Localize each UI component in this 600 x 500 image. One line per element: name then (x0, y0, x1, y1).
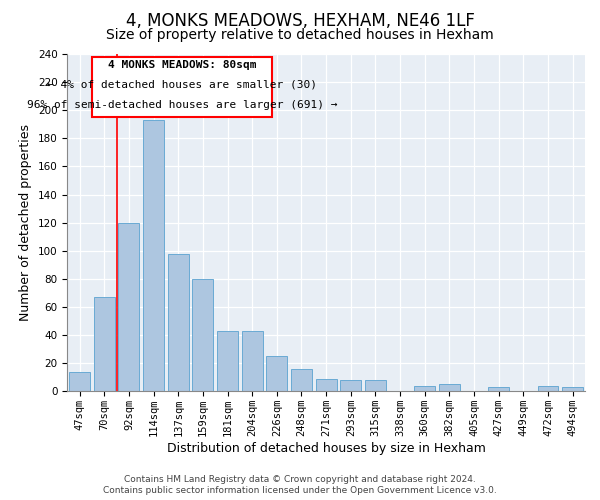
Bar (340, 380, 361, 392)
Bar (168, 254, 189, 392)
Bar (562, 387, 583, 392)
Bar (538, 386, 559, 392)
Bar (291, 369, 312, 392)
Text: Contains HM Land Registry data © Crown copyright and database right 2024.: Contains HM Land Registry data © Crown c… (124, 475, 476, 484)
Bar (217, 331, 238, 392)
Bar (193, 279, 214, 392)
Bar (69, 372, 90, 392)
Bar (365, 380, 386, 392)
Bar (316, 378, 337, 392)
Text: Contains public sector information licensed under the Open Government Licence v3: Contains public sector information licen… (103, 486, 497, 495)
Text: ← 4% of detached houses are smaller (30): ← 4% of detached houses are smaller (30) (47, 80, 317, 90)
Bar (266, 356, 287, 392)
X-axis label: Distribution of detached houses by size in Hexham: Distribution of detached houses by size … (167, 442, 485, 455)
Y-axis label: Number of detached properties: Number of detached properties (19, 124, 32, 321)
Bar (242, 331, 263, 392)
Text: 4, MONKS MEADOWS, HEXHAM, NE46 1LF: 4, MONKS MEADOWS, HEXHAM, NE46 1LF (125, 12, 475, 30)
Bar (439, 384, 460, 392)
Bar (488, 387, 509, 392)
FancyBboxPatch shape (92, 57, 272, 117)
Text: Size of property relative to detached houses in Hexham: Size of property relative to detached ho… (106, 28, 494, 42)
Text: 96% of semi-detached houses are larger (691) →: 96% of semi-detached houses are larger (… (26, 100, 337, 110)
Bar (414, 386, 435, 392)
Bar (118, 222, 139, 392)
Text: 4 MONKS MEADOWS: 80sqm: 4 MONKS MEADOWS: 80sqm (107, 60, 256, 70)
Bar (94, 297, 115, 392)
Bar (143, 120, 164, 392)
